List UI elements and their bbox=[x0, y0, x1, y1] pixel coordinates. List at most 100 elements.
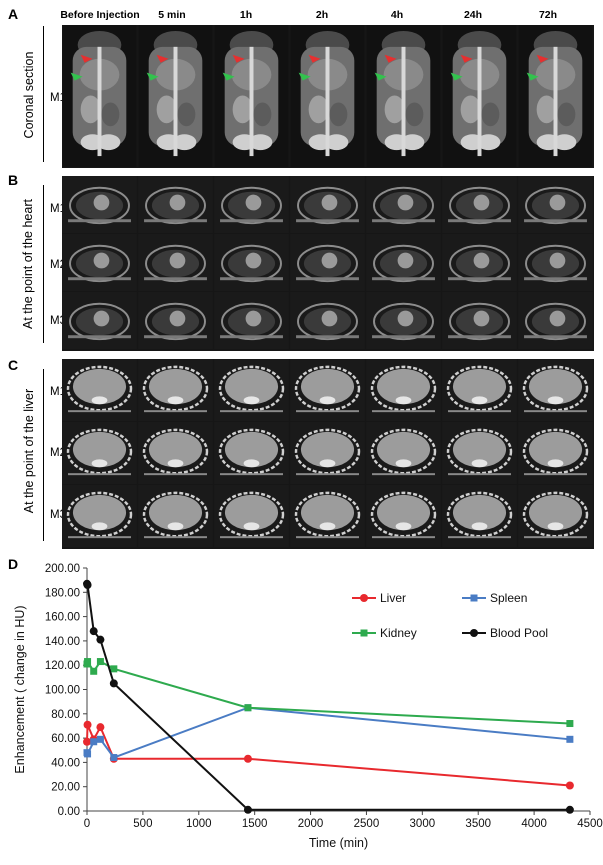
ct-image-tile bbox=[290, 422, 365, 484]
data-point-liver bbox=[96, 723, 105, 732]
ct-image-tile bbox=[214, 25, 289, 167]
x-tick-label: 3000 bbox=[410, 818, 436, 830]
data-point-liver bbox=[83, 737, 91, 746]
ct-image-tile bbox=[518, 292, 593, 349]
panel-a-row-m1: M1 bbox=[50, 92, 66, 104]
panel-c-row-m3: M3 bbox=[50, 509, 66, 521]
data-point-blood-pool bbox=[109, 679, 118, 688]
timepoint-header: 1h bbox=[239, 9, 253, 21]
ct-image-tile bbox=[518, 422, 593, 484]
data-point-blood-pool bbox=[243, 805, 252, 814]
legend-marker bbox=[470, 629, 478, 637]
ct-image-tile bbox=[290, 234, 365, 291]
ct-image-tile bbox=[518, 359, 593, 421]
ct-image-tile bbox=[62, 485, 137, 547]
data-point-blood-pool bbox=[565, 805, 574, 814]
legend-marker bbox=[360, 594, 368, 602]
ct-image-tile bbox=[62, 292, 137, 349]
ct-image-tile bbox=[138, 485, 213, 547]
y-tick-label: 200.00 bbox=[45, 563, 80, 575]
legend-label: Spleen bbox=[490, 591, 527, 605]
data-point-liver bbox=[83, 720, 92, 729]
ct-image-tile bbox=[290, 485, 365, 547]
x-tick-label: 500 bbox=[133, 818, 152, 830]
y-tick-label: 180.00 bbox=[45, 587, 80, 599]
ct-image-tile bbox=[290, 176, 365, 233]
ct-image-tile bbox=[214, 422, 289, 484]
chart-svg: 0.00 20.00 40.00 60.00 80.00 100.00 120.00 140.… bbox=[13, 563, 603, 850]
ct-image-tile bbox=[366, 25, 441, 167]
y-axis-title: Enhancement ( change in HU) bbox=[13, 605, 27, 773]
y-tick-label: 160.00 bbox=[45, 612, 80, 624]
ct-image-tile bbox=[62, 25, 137, 167]
y-tick-label: 140.00 bbox=[45, 636, 80, 648]
ct-image-tile bbox=[290, 292, 365, 349]
x-tick-label: 4500 bbox=[577, 818, 603, 830]
ct-image-tile bbox=[442, 176, 517, 233]
ct-image-tile bbox=[214, 485, 289, 547]
data-point-blood-pool bbox=[83, 581, 92, 590]
ct-image-tile bbox=[62, 359, 137, 421]
legend-label: Kidney bbox=[380, 626, 417, 640]
x-axis-title: Time (min) bbox=[309, 836, 368, 850]
ct-image-tile bbox=[366, 292, 441, 349]
panel-b-section-label: At the point of the heart bbox=[21, 199, 35, 329]
panel-b-divider bbox=[43, 185, 44, 343]
enhancement-line-chart: 0.00 20.00 40.00 60.00 80.00 100.00 120.00 140.… bbox=[0, 560, 603, 860]
y-tick-label: 40.00 bbox=[51, 757, 80, 769]
y-tick-label: 0.00 bbox=[58, 806, 80, 818]
data-point-kidney bbox=[110, 665, 118, 673]
panel-b-image-strip bbox=[62, 176, 594, 351]
ct-image-tile bbox=[366, 422, 441, 484]
data-point-liver bbox=[243, 754, 252, 763]
ct-image-tile bbox=[442, 25, 517, 167]
ct-image-tile bbox=[138, 25, 213, 167]
panel-c-row-m2: M2 bbox=[50, 447, 66, 459]
ct-image-tile bbox=[442, 292, 517, 349]
panel-a-letter: A bbox=[8, 6, 19, 22]
panel-c-section-label: At the point of the liver bbox=[22, 388, 36, 514]
y-tick-label: 100.00 bbox=[45, 685, 80, 697]
x-tick-label: 2500 bbox=[354, 818, 380, 830]
legend-marker bbox=[360, 629, 368, 637]
timepoint-header: 24h bbox=[463, 9, 483, 21]
ct-image-tile bbox=[518, 25, 593, 167]
ct-image-tile bbox=[366, 176, 441, 233]
ct-image-tile bbox=[518, 485, 593, 547]
x-tick-label: 1500 bbox=[242, 818, 268, 830]
ct-image-tile bbox=[214, 234, 289, 291]
panel-b-row-m3: M3 bbox=[50, 315, 66, 327]
panel-a-image-strip bbox=[62, 25, 594, 168]
legend-label: Liver bbox=[380, 591, 406, 605]
series-line-blood-pool bbox=[86, 583, 570, 811]
series-line-liver bbox=[86, 724, 570, 787]
x-tick-label: 1000 bbox=[186, 818, 212, 830]
series-line-spleen bbox=[86, 706, 570, 759]
ct-image-tile bbox=[366, 234, 441, 291]
panel-b-letter: B bbox=[8, 172, 19, 188]
data-point-liver bbox=[565, 781, 574, 790]
panel-b-row-m2: M2 bbox=[50, 259, 66, 271]
ct-image-tile bbox=[518, 176, 593, 233]
x-tick-label: 3500 bbox=[465, 818, 491, 830]
ct-image-tile bbox=[366, 359, 441, 421]
data-point-kidney bbox=[96, 658, 104, 666]
data-point-blood-pool bbox=[96, 635, 105, 644]
timepoint-header: 5 min bbox=[158, 9, 186, 21]
timepoint-header: Before Injection bbox=[60, 9, 140, 21]
data-point-spleen bbox=[96, 735, 104, 743]
panel-c-divider bbox=[43, 369, 44, 541]
data-point-spleen bbox=[110, 754, 118, 762]
ct-image-tile bbox=[138, 176, 213, 233]
timepoint-header: 2h bbox=[315, 9, 329, 21]
ct-image-tile bbox=[442, 359, 517, 421]
y-tick-label: 120.00 bbox=[45, 660, 80, 672]
data-point-spleen bbox=[566, 735, 574, 743]
ct-image-tile bbox=[138, 234, 213, 291]
x-tick-label: 4000 bbox=[521, 818, 547, 830]
data-point-kidney bbox=[566, 720, 574, 728]
y-tick-label: 60.00 bbox=[51, 733, 80, 745]
y-tick-label: 80.00 bbox=[51, 709, 80, 721]
data-point-kidney bbox=[84, 658, 92, 666]
y-tick-label: 20.00 bbox=[51, 782, 80, 794]
